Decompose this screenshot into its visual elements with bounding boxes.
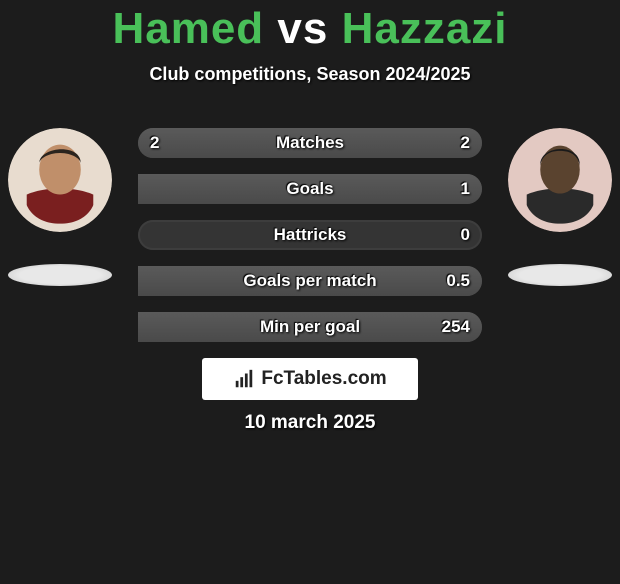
subtitle: Club competitions, Season 2024/2025 bbox=[0, 64, 620, 85]
stat-bars: 22Matches 1Goals 0Hattricks 0.5Goals per ma… bbox=[138, 128, 482, 358]
brand-badge[interactable]: FcTables.com bbox=[202, 358, 418, 400]
stat-label: Min per goal bbox=[138, 312, 482, 342]
vs-text: vs bbox=[277, 4, 328, 53]
stat-bar: 254Min per goal bbox=[138, 312, 482, 342]
stat-label: Matches bbox=[138, 128, 482, 158]
stat-label: Goals bbox=[138, 174, 482, 204]
player1-shadow bbox=[8, 264, 112, 286]
player1-name: Hamed bbox=[112, 4, 264, 53]
player2-avatar bbox=[508, 128, 612, 232]
avatar-right-svg bbox=[508, 128, 612, 232]
player2-shadow bbox=[508, 264, 612, 286]
stat-bar: 1Goals bbox=[138, 174, 482, 204]
stat-bar: 22Matches bbox=[138, 128, 482, 158]
brand-text: FcTables.com bbox=[261, 368, 386, 390]
comparison-title: Hamed vs Hazzazi bbox=[0, 4, 620, 54]
stat-bar: 0.5Goals per match bbox=[138, 266, 482, 296]
player1-avatar bbox=[8, 128, 112, 232]
stat-label: Goals per match bbox=[138, 266, 482, 296]
date-text: 10 march 2025 bbox=[0, 412, 620, 434]
chart-icon bbox=[233, 368, 255, 390]
stat-label: Hattricks bbox=[138, 220, 482, 250]
stat-bar: 0Hattricks bbox=[138, 220, 482, 250]
player2-name: Hazzazi bbox=[342, 4, 508, 53]
avatar-left-svg bbox=[8, 128, 112, 232]
